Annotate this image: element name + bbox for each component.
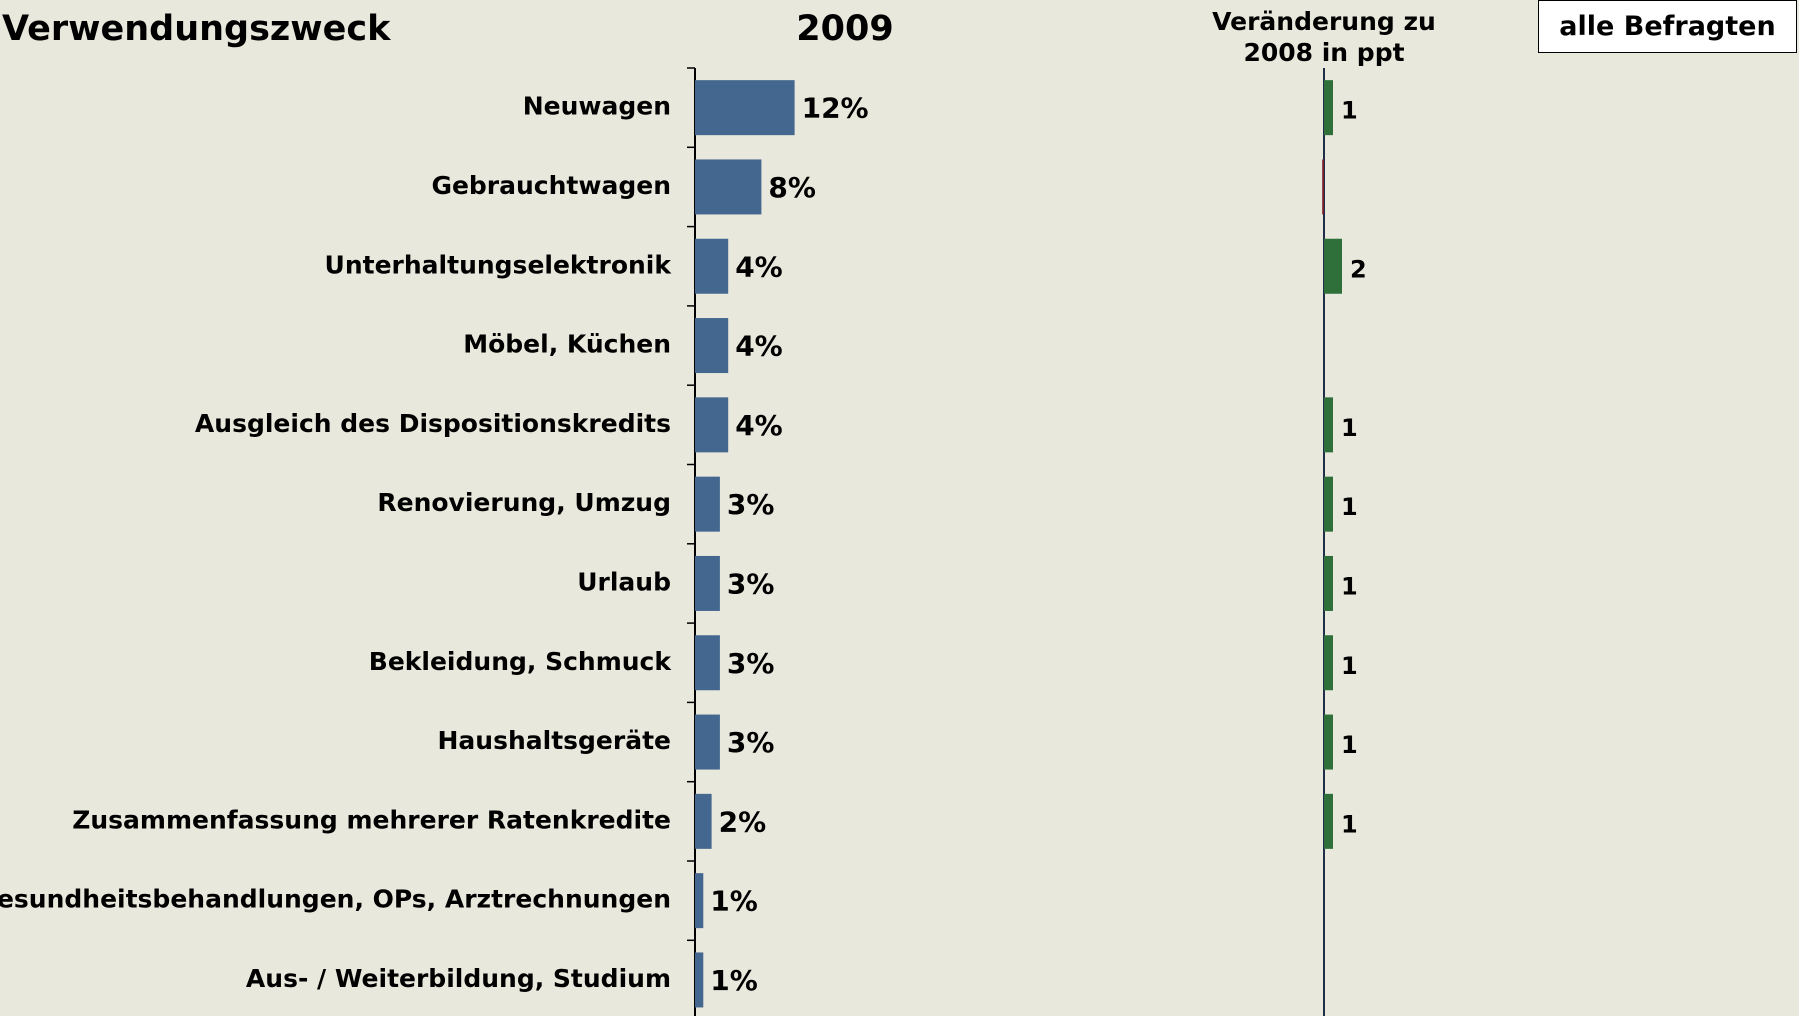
value-label: 4%: [735, 250, 783, 283]
change-label: 1: [1341, 731, 1358, 759]
category-label: Haushaltsgeräte: [438, 726, 672, 755]
bar: [695, 80, 795, 136]
bar: [695, 793, 712, 849]
value-label: 8%: [768, 171, 816, 204]
value-label: 4%: [735, 409, 783, 442]
category-label: Bekleidung, Schmuck: [369, 647, 673, 676]
category-label: Zusammenfassung mehrerer Ratenkredite: [72, 805, 671, 834]
value-label: 3%: [727, 726, 775, 759]
bar: [695, 952, 704, 1008]
change-label: 1: [1341, 572, 1358, 600]
value-label: 1%: [710, 885, 758, 918]
category-label: Gebrauchtwagen: [431, 171, 671, 200]
value-label: 2%: [719, 805, 767, 838]
series-header: Veränderung zu 2008 in ppt: [1212, 7, 1436, 67]
category-label: Neuwagen: [523, 92, 671, 121]
change-label: 1: [1341, 493, 1358, 521]
change-bar: [1324, 714, 1333, 770]
change-label: 1: [1341, 810, 1358, 838]
bar: [695, 873, 704, 929]
change-bar: [1324, 555, 1333, 611]
value-label: 1%: [710, 964, 758, 997]
bar: [695, 555, 720, 611]
change-bar: [1324, 793, 1333, 849]
category-label: Aus- / Weiterbildung, Studium: [246, 964, 671, 993]
change-bar: [1324, 80, 1333, 136]
category-label: Unterhaltungselektronik: [325, 250, 673, 279]
chart-title: Verwendungszweck: [2, 9, 391, 49]
change-label: 2: [1350, 255, 1367, 283]
value-label: 3%: [727, 488, 775, 521]
bar: [695, 159, 762, 215]
bar: [695, 318, 729, 374]
change-label: 1: [1341, 652, 1358, 680]
value-label: 3%: [727, 647, 775, 680]
value-label: 4%: [735, 330, 783, 363]
bar: [695, 397, 729, 453]
filter-label: alle Befragten: [1538, 0, 1797, 53]
bar: [695, 714, 720, 770]
bar: [695, 476, 720, 532]
category-label: Möbel, Küchen: [463, 330, 671, 359]
category-label: Renovierung, Umzug: [377, 488, 671, 517]
category-label: Urlaub: [577, 567, 671, 596]
category-label: Gesundheitsbehandlungen, OPs, Arztrechnu…: [0, 885, 671, 914]
category-label: Ausgleich des Dispositionskredits: [195, 409, 671, 438]
change-bar: [1324, 397, 1333, 453]
change-label: 1: [1341, 97, 1358, 125]
change-bar: [1324, 238, 1342, 294]
change-label: 1: [1341, 414, 1358, 442]
bar: [695, 635, 720, 691]
value-label: 12%: [802, 92, 869, 125]
change-bar: [1324, 635, 1333, 691]
bar: [695, 238, 729, 294]
change-bar: [1324, 476, 1333, 532]
series-header: 2009: [796, 9, 893, 49]
value-label: 3%: [727, 567, 775, 600]
change-bar: [1322, 159, 1324, 215]
